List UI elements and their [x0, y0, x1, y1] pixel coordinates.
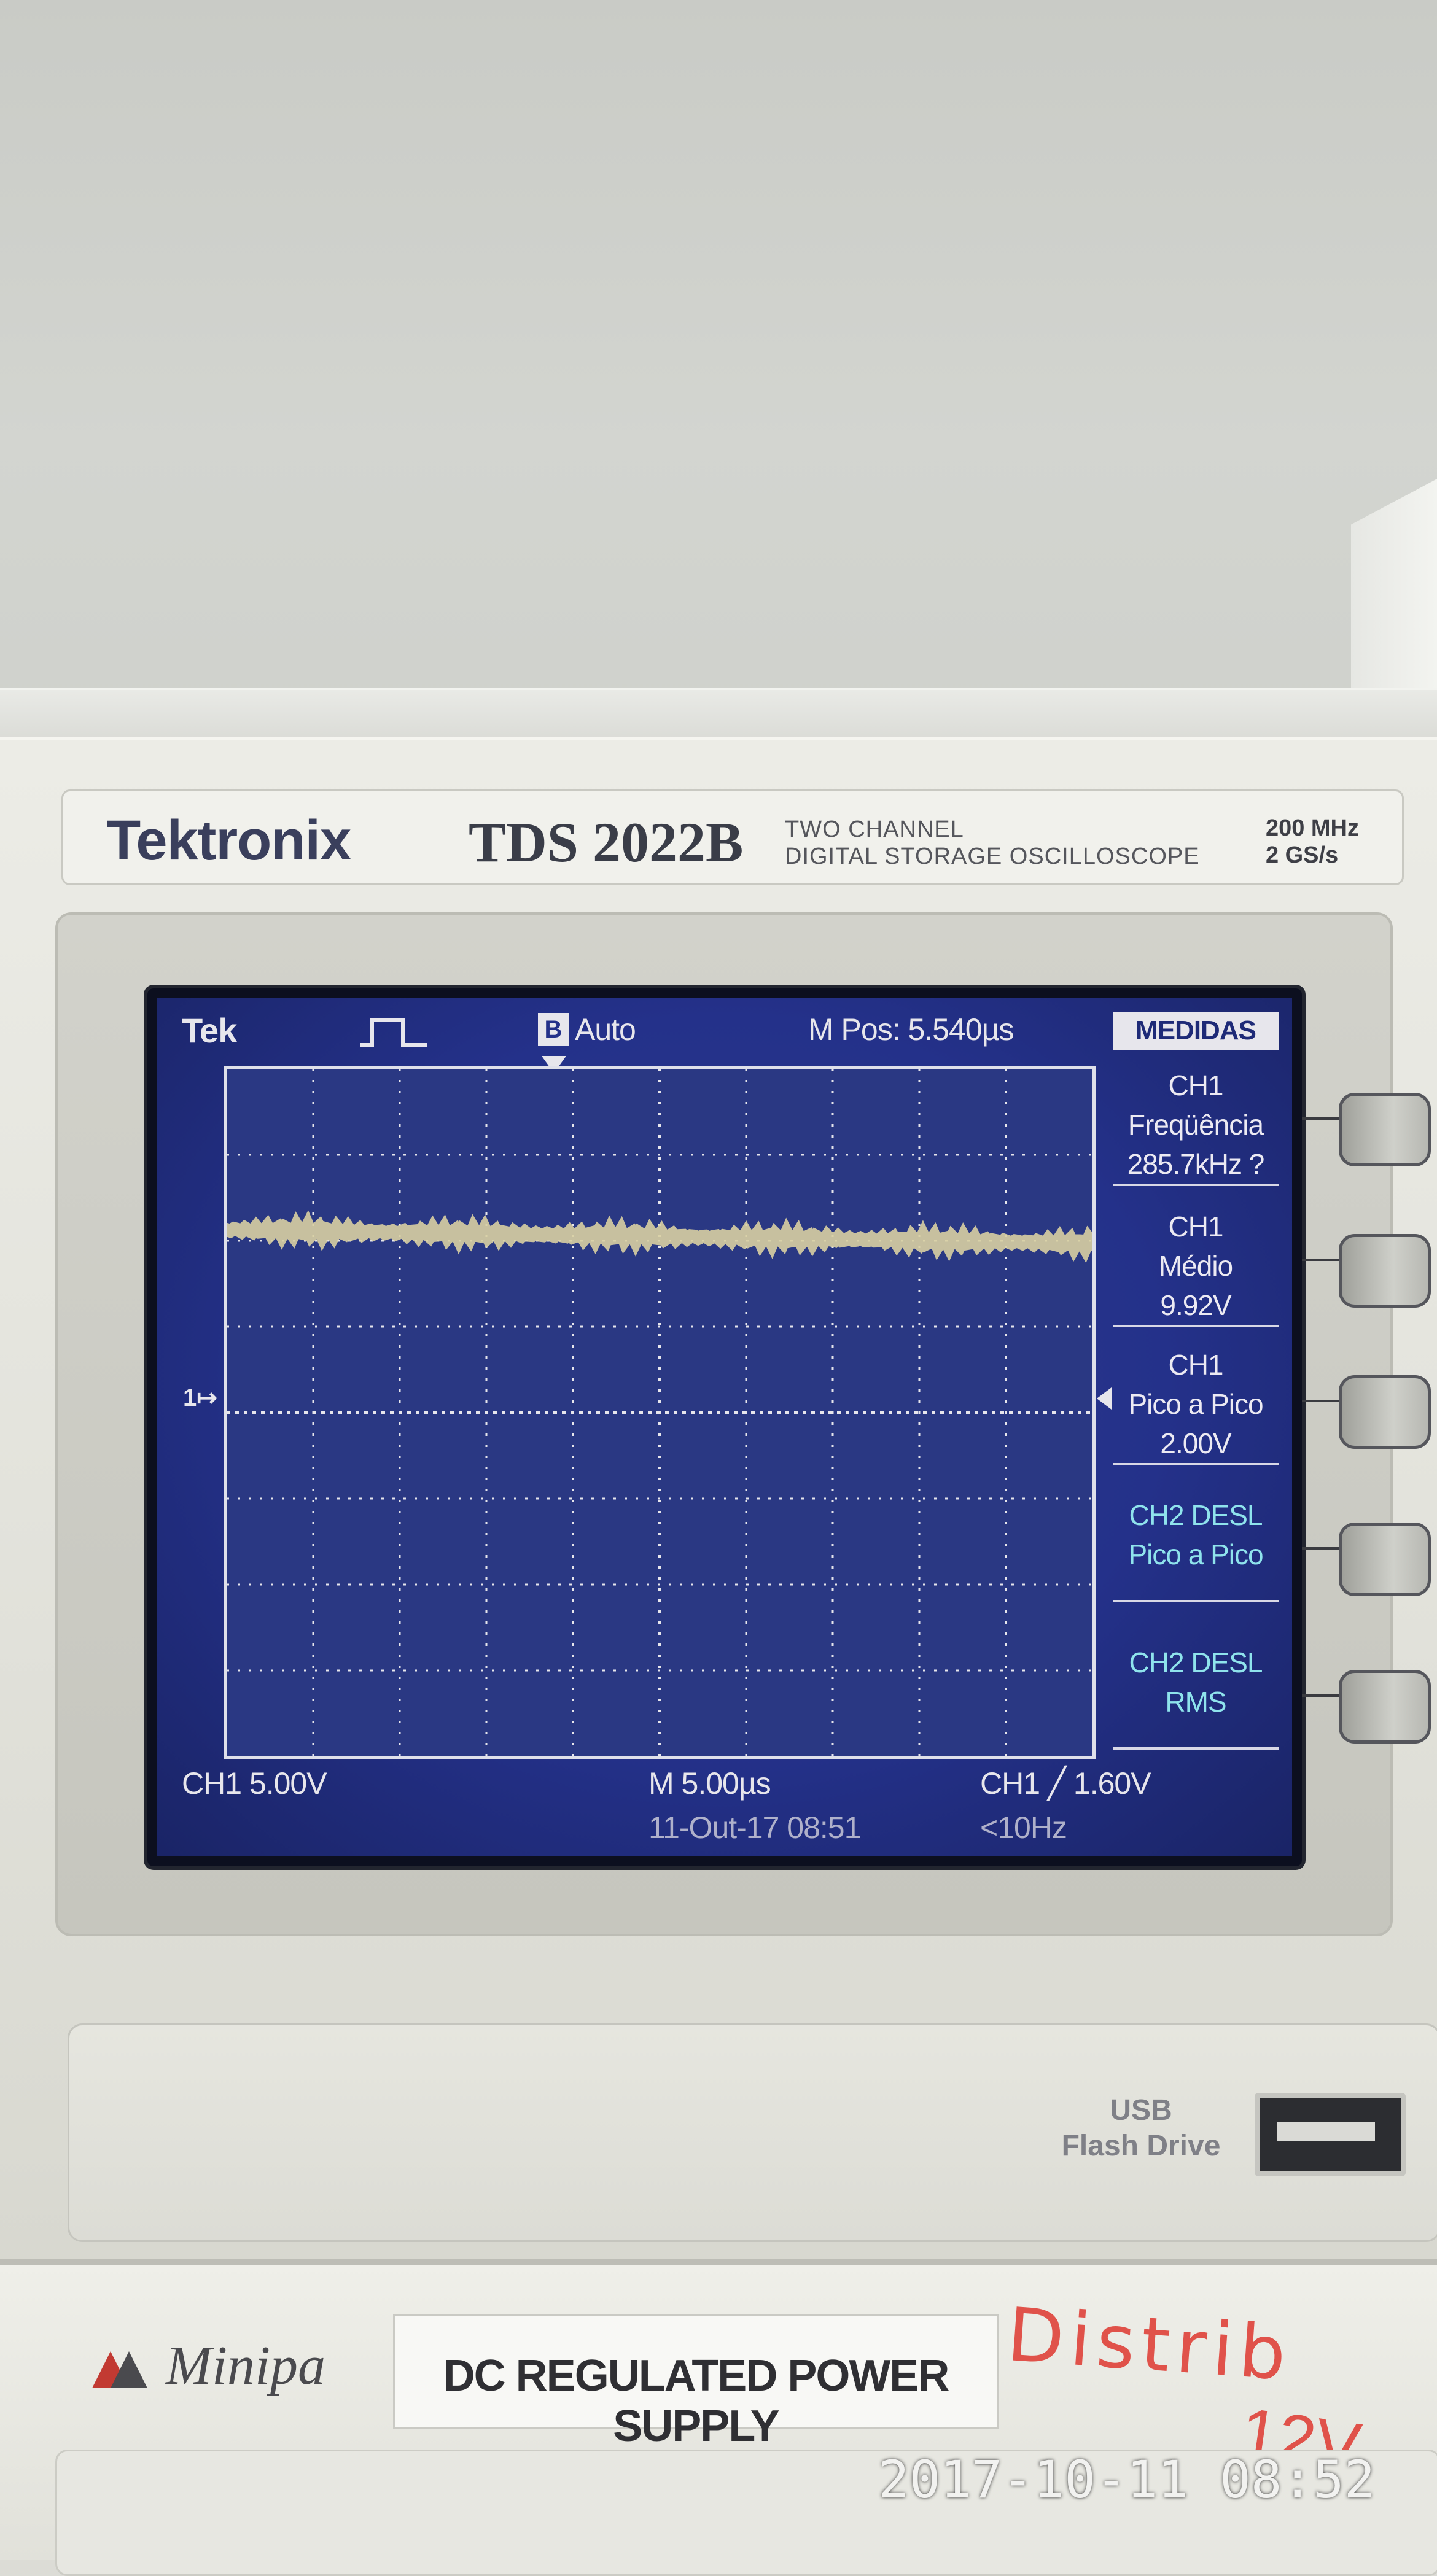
menu-button-2[interactable]: [1339, 1234, 1431, 1308]
psu-label-plate: DC REGULATED POWER SUPPLY: [393, 2314, 999, 2451]
button-line: [1302, 1694, 1351, 1697]
ch1-waveform-trace: [227, 1210, 1092, 1263]
menu-item-line: CH2 DESL: [1129, 1499, 1263, 1531]
tek-logo: Tek: [182, 1011, 237, 1050]
menu-item-line: Médio: [1158, 1250, 1233, 1282]
wall-background: [0, 0, 1437, 737]
menu-item-value: 285.7kHz ?: [1127, 1148, 1265, 1180]
button-line: [1302, 1400, 1351, 1402]
menu-item-line: Pico a Pico: [1128, 1388, 1263, 1420]
acquisition-run-icon: [360, 1018, 427, 1047]
display-date-time: 11-Out-17 08:51: [648, 1810, 861, 1845]
button-line: [1302, 1259, 1351, 1261]
graticule-grid: [227, 1069, 1092, 1756]
waveform-graticule: [224, 1066, 1096, 1759]
menu-item-ch2-peak-to-peak[interactable]: CH2 DESL Pico a Pico: [1113, 1496, 1279, 1602]
menu-item-line: CH1: [1168, 1349, 1223, 1381]
menu-button-column: [1302, 1093, 1437, 1768]
oscilloscope-screen: Tek B Auto M Pos: 5.540µs 1↦ MEDIDAS CH1…: [147, 988, 1302, 1866]
menu-item-line: Freqüência: [1127, 1109, 1264, 1141]
description-line-1: TWO CHANNEL: [785, 817, 964, 842]
handwritten-note: Distrib: [1004, 2292, 1295, 2398]
model-name: TDS 2022B: [469, 811, 744, 874]
menu-item-ch1-peak-to-peak[interactable]: CH1 Pico a Pico 2.00V: [1113, 1345, 1279, 1465]
trigger-frequency: <10Hz: [980, 1810, 1067, 1845]
trigger-level-marker-icon: [1097, 1387, 1112, 1410]
menu-item-ch1-frequency[interactable]: CH1 Freqüência 285.7kHz ?: [1113, 1066, 1279, 1186]
menu-item-line: CH1: [1168, 1069, 1223, 1101]
psu-brand: Minipa: [166, 2335, 325, 2396]
usb-label-line-2: Flash Drive: [1061, 2130, 1221, 2162]
usb-port[interactable]: [1255, 2093, 1406, 2176]
lower-panel: USB Flash Drive: [68, 2023, 1437, 2242]
usb-label: USB Flash Drive: [1040, 2093, 1242, 2164]
menu-item-line: Pico a Pico: [1128, 1538, 1263, 1570]
trigger-source-level: CH1 ╱ 1.60V: [980, 1766, 1151, 1801]
ch1-ground-marker: 1↦: [183, 1384, 217, 1411]
photo-timestamp: 2017-10-11 08:52: [878, 2450, 1376, 2510]
menu-item-value: 9.92V: [1160, 1289, 1231, 1321]
menu-button-4[interactable]: [1339, 1523, 1431, 1596]
menu-button-1[interactable]: [1339, 1093, 1431, 1166]
menu-item-ch1-mean[interactable]: CH1 Médio 9.92V: [1113, 1207, 1279, 1327]
ch1-volts-per-div: CH1 5.00V: [182, 1766, 327, 1801]
minipa-logo-icon: [92, 2351, 147, 2388]
spec-bandwidth: 200 MHz: [1265, 815, 1359, 841]
menu-title: MEDIDAS: [1113, 1012, 1279, 1050]
usb-label-line-1: USB: [1110, 2094, 1172, 2127]
power-supply: Minipa DC REGULATED POWER SUPPLY Distrib…: [0, 2259, 1437, 2576]
menu-item-line: RMS: [1165, 1686, 1226, 1718]
horizontal-position: M Pos: 5.540µs: [808, 1012, 1014, 1047]
brand-logo: Tektronix: [106, 809, 351, 872]
menu-button-3[interactable]: [1339, 1375, 1431, 1449]
button-line: [1302, 1117, 1351, 1120]
menu-button-5[interactable]: [1339, 1670, 1431, 1744]
lcd-display: Tek B Auto M Pos: 5.540µs 1↦ MEDIDAS CH1…: [157, 998, 1292, 1856]
time-per-div: M 5.00µs: [648, 1766, 771, 1801]
menu-item-line: CH2 DESL: [1129, 1647, 1263, 1678]
spec-sample-rate: 2 GS/s: [1265, 842, 1339, 868]
model-description: TWO CHANNEL DIGITAL STORAGE OSCILLOSCOPE: [785, 816, 1200, 870]
trigger-status-box: B: [538, 1013, 569, 1046]
menu-item-line: CH1: [1168, 1211, 1223, 1243]
button-line: [1302, 1547, 1351, 1550]
menu-item-value: 2.00V: [1160, 1427, 1231, 1459]
measure-menu: MEDIDAS CH1 Freqüência 285.7kHz ? CH1 Mé…: [1113, 1011, 1292, 1750]
shelf-ledge: [0, 688, 1437, 745]
menu-item-ch2-rms[interactable]: CH2 DESL RMS: [1113, 1643, 1279, 1750]
trigger-mode: Auto: [575, 1012, 636, 1047]
spec-block: 200 MHz 2 GS/s: [1266, 815, 1359, 869]
description-line-2: DIGITAL STORAGE OSCILLOSCOPE: [785, 844, 1200, 869]
brand-strip: Tektronix TDS 2022B TWO CHANNEL DIGITAL …: [61, 789, 1404, 885]
psu-label: DC REGULATED POWER SUPPLY: [443, 2351, 950, 2451]
